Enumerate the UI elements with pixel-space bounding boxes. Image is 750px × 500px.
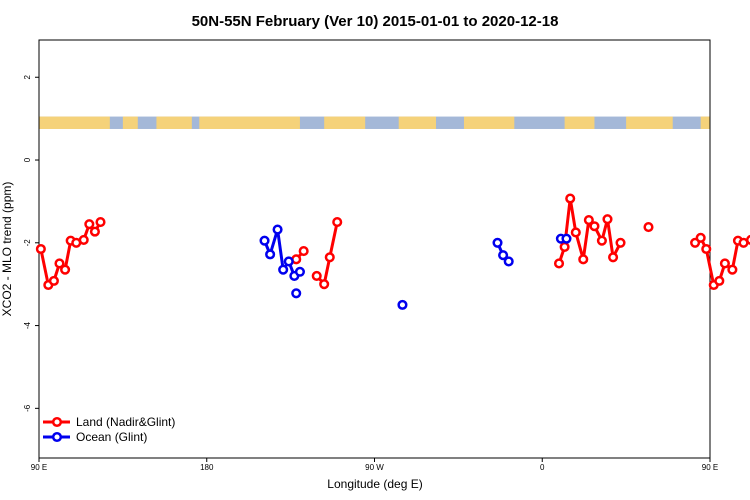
- ocean-data-point: [291, 288, 302, 299]
- land-data-point: [84, 219, 95, 230]
- land-data-point: [48, 275, 59, 286]
- chart-title: 50N-55N February (Ver 10) 2015-01-01 to …: [192, 13, 559, 30]
- land-data-point: [332, 217, 343, 228]
- y-tick-label: -2: [23, 239, 32, 247]
- land-data-point: [615, 237, 626, 248]
- land-segment: [39, 116, 110, 129]
- land-data-point: [35, 243, 46, 255]
- ocean-band: [39, 116, 710, 129]
- ocean-data-point: [294, 266, 305, 277]
- land-data-point: [570, 227, 581, 238]
- legend-land-marker: [51, 416, 63, 428]
- land-data-point: [324, 252, 335, 263]
- land-data-point: [311, 270, 322, 281]
- land-data-point: [565, 193, 576, 204]
- land-data-point: [298, 246, 309, 257]
- x-axis-label: Longitude (deg E): [327, 477, 422, 491]
- land-data-point: [319, 279, 330, 290]
- legend: Land (Nadir&Glint) Ocean (Glint): [43, 415, 175, 444]
- land-segment: [398, 116, 437, 129]
- land-data-point: [95, 217, 106, 228]
- land-data-point: [695, 232, 706, 243]
- land-data-point: [596, 235, 607, 246]
- x-tick-label: 180: [200, 463, 214, 472]
- ocean-data-point: [272, 224, 283, 235]
- land-segment: [156, 116, 192, 129]
- y-tick-label: -4: [23, 321, 32, 329]
- land-series-line: [315, 221, 339, 286]
- ocean-data-point: [492, 237, 503, 248]
- land-ocean-band: [39, 116, 710, 129]
- data-series: [35, 193, 750, 310]
- legend-land-label: Land (Nadir&Glint): [76, 415, 175, 429]
- land-data-point: [727, 264, 738, 275]
- land-data-point: [643, 222, 654, 233]
- land-data-point: [553, 258, 565, 269]
- land-data-point: [608, 252, 619, 263]
- land-segment: [564, 116, 595, 129]
- land-data-point: [602, 214, 613, 225]
- ocean-data-point: [283, 256, 294, 267]
- land-segment: [626, 116, 673, 129]
- land-data-point: [719, 258, 730, 269]
- plot-frame: [38, 39, 711, 459]
- ocean-data-point: [503, 256, 514, 267]
- land-data-point: [559, 241, 570, 252]
- x-tick-label: 0: [540, 463, 545, 472]
- land-data-point: [60, 264, 71, 275]
- land-segment: [324, 116, 366, 129]
- y-tick-label: -6: [23, 404, 32, 412]
- legend-ocean-label: Ocean (Glint): [76, 430, 147, 444]
- y-tick-label: 0: [23, 157, 32, 162]
- land-segment: [700, 116, 710, 129]
- land-data-point: [54, 258, 65, 269]
- ocean-data-point: [397, 299, 408, 310]
- land-segment: [199, 116, 300, 129]
- legend-ocean-marker: [51, 431, 63, 443]
- land-data-point: [745, 234, 750, 245]
- x-tick-label: 90 E: [31, 463, 47, 472]
- land-segment: [463, 116, 515, 129]
- x-axis: 90 E 180 90 W 0 90 E: [31, 458, 718, 472]
- land-data-point: [583, 214, 594, 226]
- land-data-point: [78, 234, 89, 245]
- land-data-point: [578, 254, 589, 265]
- land-data-point: [89, 226, 100, 237]
- ocean-data-point: [278, 264, 289, 275]
- land-segment: [122, 116, 138, 129]
- ocean-data-point: [561, 233, 572, 244]
- ocean-data-point: [265, 249, 276, 260]
- land-data-point: [714, 275, 725, 286]
- x-tick-label: 90 W: [365, 463, 384, 472]
- land-data-point: [701, 243, 712, 255]
- land-data-point: [589, 221, 600, 232]
- land-series-line: [694, 236, 750, 287]
- y-axis-label: XCO2 - MLO trend (ppm): [0, 182, 14, 317]
- y-axis: 2 0 -2 -4 -6: [23, 74, 39, 412]
- y-tick-label: 2: [23, 74, 32, 79]
- ocean-data-point: [498, 250, 509, 261]
- x-tick-label: 90 E: [702, 463, 718, 472]
- ocean-data-point: [259, 235, 270, 246]
